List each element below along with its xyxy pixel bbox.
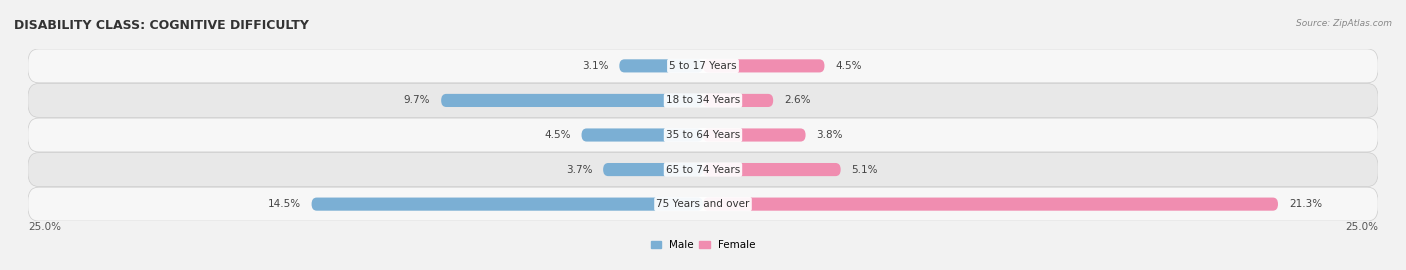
FancyBboxPatch shape (312, 198, 703, 211)
Text: 4.5%: 4.5% (835, 61, 862, 71)
FancyBboxPatch shape (28, 187, 1378, 221)
FancyBboxPatch shape (703, 198, 1278, 211)
FancyBboxPatch shape (603, 163, 703, 176)
FancyBboxPatch shape (703, 163, 841, 176)
FancyBboxPatch shape (582, 129, 703, 141)
Text: 4.5%: 4.5% (544, 130, 571, 140)
Text: 5 to 17 Years: 5 to 17 Years (669, 61, 737, 71)
Text: 25.0%: 25.0% (1346, 222, 1378, 232)
Text: 2.6%: 2.6% (785, 95, 810, 106)
FancyBboxPatch shape (703, 129, 806, 141)
Text: 25.0%: 25.0% (28, 222, 60, 232)
Text: 3.7%: 3.7% (565, 164, 592, 175)
Text: 75 Years and over: 75 Years and over (657, 199, 749, 209)
FancyBboxPatch shape (28, 153, 1378, 187)
Text: 35 to 64 Years: 35 to 64 Years (666, 130, 740, 140)
FancyBboxPatch shape (703, 59, 824, 72)
Text: 65 to 74 Years: 65 to 74 Years (666, 164, 740, 175)
Text: 14.5%: 14.5% (267, 199, 301, 209)
Text: 9.7%: 9.7% (404, 95, 430, 106)
FancyBboxPatch shape (28, 118, 1378, 152)
Text: 3.8%: 3.8% (817, 130, 842, 140)
Text: 21.3%: 21.3% (1289, 199, 1322, 209)
Text: DISABILITY CLASS: COGNITIVE DIFFICULTY: DISABILITY CLASS: COGNITIVE DIFFICULTY (14, 19, 309, 32)
FancyBboxPatch shape (441, 94, 703, 107)
FancyBboxPatch shape (703, 94, 773, 107)
FancyBboxPatch shape (28, 83, 1378, 117)
Text: 18 to 34 Years: 18 to 34 Years (666, 95, 740, 106)
FancyBboxPatch shape (28, 49, 1378, 83)
Text: 5.1%: 5.1% (852, 164, 877, 175)
Legend: Male, Female: Male, Female (647, 236, 759, 254)
FancyBboxPatch shape (619, 59, 703, 72)
Text: 3.1%: 3.1% (582, 61, 609, 71)
Text: Source: ZipAtlas.com: Source: ZipAtlas.com (1296, 19, 1392, 28)
